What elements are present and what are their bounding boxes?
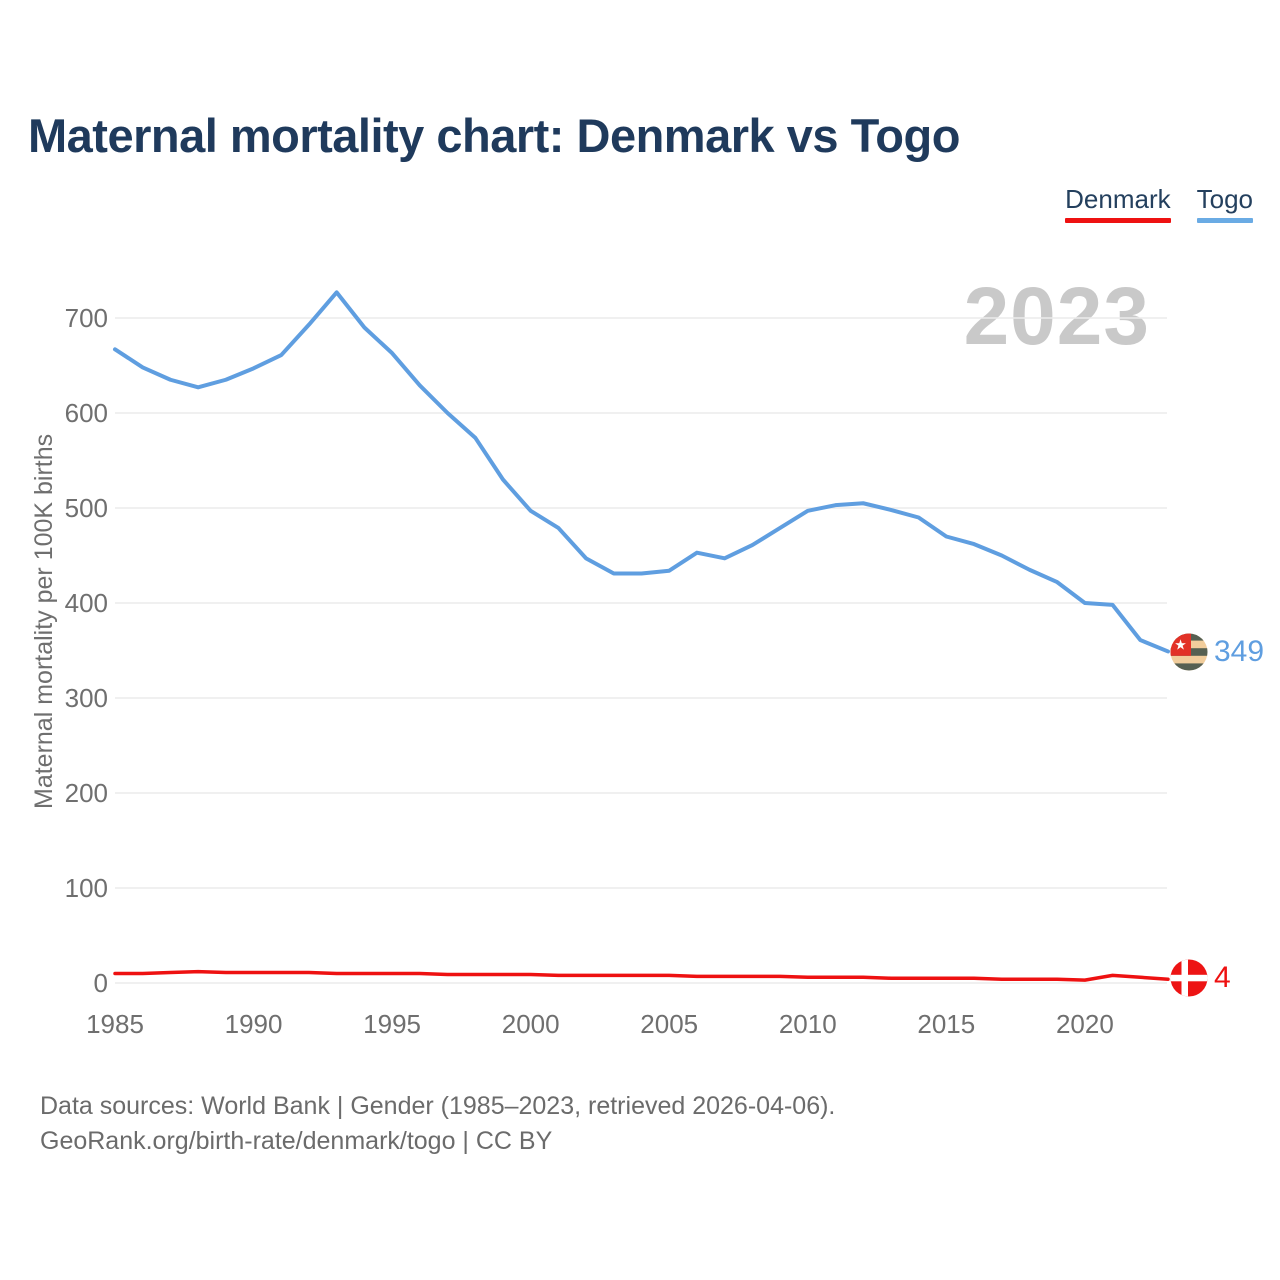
y-tick-label: 0	[93, 968, 108, 998]
y-tick-label: 700	[64, 303, 108, 333]
legend-item-denmark[interactable]: Denmark	[1065, 184, 1171, 223]
x-tick-label: 2010	[778, 1009, 837, 1039]
legend-item-togo[interactable]: Togo	[1196, 184, 1253, 223]
legend-underline-togo	[1196, 218, 1253, 223]
x-tick-label: 2000	[501, 1009, 560, 1039]
togo-flag-icon: ★	[1170, 633, 1208, 671]
legend: Denmark Togo	[1065, 184, 1253, 223]
watermark-year: 2023	[963, 271, 1150, 362]
footer-attribution-line: GeoRank.org/birth-rate/denmark/togo | CC…	[40, 1127, 553, 1155]
series-lines	[113, 290, 1170, 982]
y-tick-label: 200	[64, 778, 108, 808]
denmark-end-value: 4	[1214, 961, 1231, 994]
y-tick-label: 500	[64, 493, 108, 523]
series-line-togo	[113, 290, 1170, 654]
togo-end-value: 349	[1214, 635, 1265, 668]
gridlines	[115, 317, 1167, 984]
footer: Data sources: World Bank | Gender (1985–…	[40, 1089, 835, 1159]
page-title: Maternal mortality chart: Denmark vs Tog…	[28, 109, 960, 162]
legend-label-denmark: Denmark	[1065, 184, 1171, 214]
y-tick-label: 300	[64, 683, 108, 713]
y-tick-label: 400	[64, 588, 108, 618]
x-tick-label: 2015	[917, 1009, 976, 1039]
x-tick-label: 1985	[86, 1009, 144, 1039]
denmark-flag-icon	[1170, 959, 1208, 997]
legend-label-togo: Togo	[1196, 184, 1253, 214]
x-tick-label: 1995	[363, 1009, 422, 1039]
legend-underline-denmark	[1065, 218, 1171, 223]
x-tick-label: 1990	[224, 1009, 283, 1039]
y-tick-label: 600	[64, 398, 108, 428]
svg-text:★: ★	[1174, 638, 1187, 654]
x-tick-label: 2005	[640, 1009, 699, 1039]
y-tick-label: 100	[64, 873, 108, 903]
series-line-denmark	[113, 969, 1170, 982]
footer-sources-line: Data sources: World Bank | Gender (1985–…	[40, 1092, 836, 1120]
x-tick-label: 2020	[1055, 1009, 1114, 1039]
